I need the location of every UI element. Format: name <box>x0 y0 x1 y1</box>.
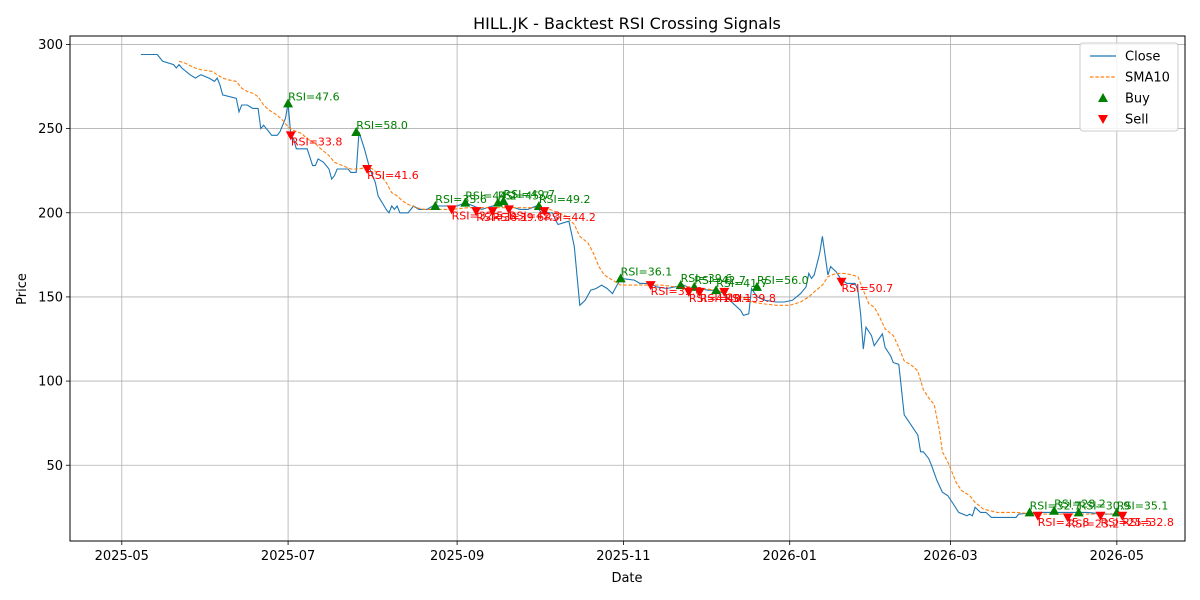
buy-marker <box>1049 505 1060 515</box>
buy-annotation: RSI=49.2 <box>539 193 591 206</box>
close-line <box>140 53 1117 518</box>
legend-buy-swatch <box>1098 93 1108 102</box>
x-tick-label: 2025-07 <box>261 549 315 564</box>
y-tick-label: 50 <box>46 459 63 474</box>
sell-marker <box>1117 511 1128 521</box>
sell-marker <box>645 281 656 291</box>
buy-annotation: RSI=36.1 <box>621 265 673 278</box>
sell-annotation: RSI=42.3 <box>509 209 561 222</box>
sell-annotation: RSI=44.2 <box>544 211 596 224</box>
buy-annotation: RSI=41.7 <box>716 277 768 290</box>
legend: Close SMA10 Buy Sell <box>1079 42 1179 132</box>
x-tick-label: 2026-03 <box>923 549 977 564</box>
buy-marker <box>675 280 686 290</box>
sell-annotation: RSI=50.7 <box>842 282 894 295</box>
legend-box <box>1079 42 1179 132</box>
x-tick-label: 2025-09 <box>430 549 484 564</box>
y-tick-label: 300 <box>38 38 63 53</box>
sell-annotation: RSI=25.5 <box>1100 516 1152 529</box>
signal-annotations: RSI=47.6RSI=58.0RSI=33.6RSI=44.2RSI=45.7… <box>288 90 1174 530</box>
sell-marker <box>539 207 550 217</box>
y-tick-label: 100 <box>38 375 63 390</box>
buy-marker <box>751 281 762 291</box>
buy-marker <box>711 285 722 295</box>
x-tick-label: 2026-01 <box>763 549 817 564</box>
chart-title: HILL.JK - Backtest RSI Crossing Signals <box>473 14 781 33</box>
sell-marker <box>503 205 514 215</box>
buy-annotation: RSI=58.0 <box>356 119 408 132</box>
buy-annotation: RSI=39.6 <box>681 272 733 285</box>
sell-marker <box>285 131 296 141</box>
legend-sell-swatch <box>1098 115 1108 124</box>
sell-marker <box>683 287 694 297</box>
series-lines <box>140 53 1117 518</box>
x-tick-label: 2026-05 <box>1090 549 1144 564</box>
x-tick-label: 2025-05 <box>95 549 149 564</box>
buy-marker <box>498 195 509 205</box>
buy-annotation: RSI=47.6 <box>288 90 340 103</box>
sell-annotation: RSI=23.2 <box>1068 517 1120 530</box>
sell-annotation: RSI=38.1 <box>476 211 528 224</box>
legend-label-buy: Buy <box>1125 92 1150 107</box>
x-axis-ticks: 2025-05 2025-07 2025-09 2025-11 2026-01 2026-… <box>95 541 1144 564</box>
sell-marker <box>694 287 705 297</box>
y-tick-label: 200 <box>38 206 63 221</box>
buy-marker <box>351 126 362 136</box>
buy-marker <box>430 201 441 211</box>
sell-marker <box>719 287 730 297</box>
sell-annotation: RSI=39.8 <box>724 292 776 305</box>
buy-annotation: RSI=28.2 <box>1054 498 1106 511</box>
buy-marker <box>283 98 294 108</box>
sell-annotation: RSI=39.6 <box>651 285 703 298</box>
buy-annotation: RSI=30.9 <box>1079 499 1131 512</box>
legend-label-sell: Sell <box>1125 113 1148 128</box>
sell-marker <box>362 164 373 174</box>
legend-label-close: Close <box>1125 50 1160 65</box>
sell-marker <box>1095 511 1106 521</box>
buy-annotation: RSI=42.7 <box>694 274 746 287</box>
sell-marker <box>446 205 457 215</box>
sell-annotation: RSI=41.6 <box>367 169 419 182</box>
sell-annotation: RSI=40.1 <box>700 292 752 305</box>
signal-markers <box>283 98 1128 523</box>
sell-marker <box>487 207 498 217</box>
buy-annotation: RSI=44.2 <box>465 190 517 203</box>
buy-annotation: RSI=49.7 <box>503 188 555 201</box>
sell-annotation: RSI=32.8 <box>1122 516 1174 529</box>
sma10-line <box>178 60 1115 515</box>
sell-annotation: RSI=33.8 <box>291 135 343 148</box>
sell-marker <box>1062 513 1073 523</box>
buy-annotation: RSI=33.6 <box>435 193 487 206</box>
sell-annotation: RSI=39.6 <box>493 211 545 224</box>
sell-marker <box>1032 511 1043 521</box>
buy-annotation: RSI=35.1 <box>1117 499 1169 512</box>
legend-label-sma: SMA10 <box>1125 71 1170 86</box>
x-axis-title: Date <box>611 571 642 586</box>
sell-annotation: RSI=41.3 <box>689 292 741 305</box>
x-tick-label: 2025-11 <box>596 549 650 564</box>
y-tick-label: 150 <box>38 290 63 305</box>
y-tick-label: 250 <box>38 122 63 137</box>
plot-frame <box>69 35 1186 542</box>
buy-marker <box>1024 507 1035 517</box>
y-axis-title: Price <box>15 273 30 305</box>
sell-marker <box>471 207 482 217</box>
buy-annotation: RSI=32.7 <box>1030 499 1082 512</box>
sell-annotation: RSI=25.8 <box>1038 516 1090 529</box>
buy-annotation: RSI=45.7 <box>498 190 550 203</box>
buy-marker <box>615 273 626 283</box>
grid-lines <box>70 36 1185 541</box>
sell-marker <box>836 277 847 287</box>
y-axis-ticks: 50 100 150 200 250 300 <box>38 38 70 474</box>
buy-marker <box>460 197 471 207</box>
buy-marker <box>1073 507 1084 517</box>
sell-annotation: RSI=32.5 <box>452 209 504 222</box>
buy-annotation: RSI=56.0 <box>757 274 809 287</box>
